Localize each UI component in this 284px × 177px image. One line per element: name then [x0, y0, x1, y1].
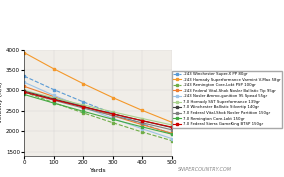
7.0 Remington Core-Lokt 150gr [52, 102, 55, 104]
7.0 Federal Sierra GameKing BTSP 150gr [82, 106, 85, 108]
7.0 Federal Sierra GameKing BTSP 150gr [141, 120, 144, 122]
.243 Remington Core-Lokt PSP 100gr [141, 131, 144, 133]
7.0 Remington Core-Lokt 150gr [111, 118, 114, 120]
.243 Remington Core-Lokt PSP 100gr [111, 122, 114, 124]
Line: .243 Nosler Ammo-gunition 95 Spead 55gr: .243 Nosler Ammo-gunition 95 Spead 55gr [23, 81, 173, 140]
Legend: .243 Winchester Super-X PP 80gr, .243 Hornady Superformance Varmint V-Max 58gr, : .243 Winchester Super-X PP 80gr, .243 Ho… [172, 71, 282, 128]
.243 Winchester Super-X PP 80gr [170, 133, 174, 135]
Line: .243 Remington Core-Lokt PSP 100gr: .243 Remington Core-Lokt PSP 100gr [23, 91, 173, 142]
7.0 Federal Vital-Shok Nosler Partition 150gr [170, 129, 174, 131]
7.0 Winchester Ballistic Silvertip 140gr [52, 98, 55, 100]
7.0 Winchester Ballistic Silvertip 140gr [141, 120, 144, 122]
.243 Federal Vital-Shok Nosler Ballistic Tip 95gr [82, 105, 85, 107]
.243 Nosler Ammo-gunition 95 Spead 55gr [141, 128, 144, 130]
.243 Winchester Super-X PP 80gr [82, 101, 85, 103]
.243 Nosler Ammo-gunition 95 Spead 55gr [22, 81, 26, 83]
.243 Federal Vital-Shok Nosler Ballistic Tip 95gr [141, 124, 144, 126]
.243 Federal Vital-Shok Nosler Ballistic Tip 95gr [111, 115, 114, 117]
.243 Winchester Super-X PP 80gr [52, 88, 55, 91]
Line: .243 Winchester Super-X PP 80gr: .243 Winchester Super-X PP 80gr [23, 75, 173, 135]
7.0 Federal Vital-Shok Nosler Partition 150gr [82, 107, 85, 109]
.243 Remington Core-Lokt PSP 100gr [22, 91, 26, 93]
7.0 Remington Core-Lokt 150gr [141, 126, 144, 128]
Y-axis label: Velocity (ft/s): Velocity (ft/s) [0, 82, 3, 123]
7.0 Federal Sierra GameKing BTSP 150gr [170, 126, 174, 128]
.243 Remington Core-Lokt PSP 100gr [82, 112, 85, 114]
.243 Remington Core-Lokt PSP 100gr [170, 140, 174, 142]
.243 Remington Core-Lokt PSP 100gr [52, 102, 55, 104]
.243 Nosler Ammo-gunition 95 Spead 55gr [170, 138, 174, 140]
Line: 7.0 Federal Sierra GameKing BTSP 150gr: 7.0 Federal Sierra GameKing BTSP 150gr [23, 91, 173, 128]
7.0 Federal Sierra GameKing BTSP 150gr [22, 91, 26, 93]
.243 Winchester Super-X PP 80gr [22, 75, 26, 77]
Line: 7.0 Winchester Ballistic Silvertip 140gr: 7.0 Winchester Ballistic Silvertip 140gr [23, 90, 173, 129]
7.0 Federal Vital-Shok Nosler Partition 150gr [111, 115, 114, 117]
7.0 Hornady SST Superformance 139gr [82, 104, 85, 106]
Line: .243 Hornady Superformance Varmint V-Max 58gr: .243 Hornady Superformance Varmint V-Max… [23, 52, 173, 123]
Line: 7.0 Hornady SST Superformance 139gr: 7.0 Hornady SST Superformance 139gr [23, 89, 173, 126]
.243 Federal Vital-Shok Nosler Ballistic Tip 95gr [22, 85, 26, 87]
7.0 Remington Core-Lokt 150gr [22, 93, 26, 96]
.243 Hornady Superformance Varmint V-Max 58gr [52, 68, 55, 70]
7.0 Winchester Ballistic Silvertip 140gr [82, 105, 85, 108]
7.0 Federal Vital-Shok Nosler Partition 150gr [52, 99, 55, 101]
Line: .243 Federal Vital-Shok Nosler Ballistic Tip 95gr: .243 Federal Vital-Shok Nosler Ballistic… [23, 85, 173, 134]
.243 Hornady Superformance Varmint V-Max 58gr [22, 52, 26, 54]
7.0 Hornady SST Superformance 139gr [170, 124, 174, 126]
.243 Hornady Superformance Varmint V-Max 58gr [111, 96, 114, 99]
7.0 Winchester Ballistic Silvertip 140gr [111, 113, 114, 115]
.243 Nosler Ammo-gunition 95 Spead 55gr [82, 106, 85, 108]
.243 Winchester Super-X PP 80gr [141, 123, 144, 125]
.243 Winchester Super-X PP 80gr [111, 112, 114, 114]
7.0 Hornady SST Superformance 139gr [22, 89, 26, 92]
Text: BULLET VELOCITY: BULLET VELOCITY [52, 8, 232, 27]
.243 Federal Vital-Shok Nosler Ballistic Tip 95gr [52, 95, 55, 98]
7.0 Hornady SST Superformance 139gr [52, 97, 55, 99]
7.0 Hornady SST Superformance 139gr [141, 118, 144, 120]
7.0 Federal Vital-Shok Nosler Partition 150gr [141, 122, 144, 124]
7.0 Remington Core-Lokt 150gr [170, 133, 174, 135]
Line: 7.0 Remington Core-Lokt 150gr: 7.0 Remington Core-Lokt 150gr [23, 93, 173, 135]
7.0 Federal Vital-Shok Nosler Partition 150gr [22, 91, 26, 93]
X-axis label: Yards: Yards [90, 168, 106, 173]
7.0 Winchester Ballistic Silvertip 140gr [22, 90, 26, 92]
7.0 Federal Sierra GameKing BTSP 150gr [111, 113, 114, 115]
7.0 Remington Core-Lokt 150gr [82, 110, 85, 112]
.243 Hornady Superformance Varmint V-Max 58gr [170, 121, 174, 123]
7.0 Hornady SST Superformance 139gr [111, 111, 114, 113]
Text: SNIPERCOUNTRY.COM: SNIPERCOUNTRY.COM [178, 167, 231, 172]
7.0 Winchester Ballistic Silvertip 140gr [170, 126, 174, 129]
7.0 Federal Sierra GameKing BTSP 150gr [52, 99, 55, 101]
.243 Hornady Superformance Varmint V-Max 58gr [141, 109, 144, 112]
.243 Hornady Superformance Varmint V-Max 58gr [82, 83, 85, 85]
Line: 7.0 Federal Vital-Shok Nosler Partition 150gr: 7.0 Federal Vital-Shok Nosler Partition … [23, 91, 173, 131]
.243 Nosler Ammo-gunition 95 Spead 55gr [111, 117, 114, 119]
.243 Federal Vital-Shok Nosler Ballistic Tip 95gr [170, 132, 174, 134]
.243 Nosler Ammo-gunition 95 Spead 55gr [52, 94, 55, 96]
